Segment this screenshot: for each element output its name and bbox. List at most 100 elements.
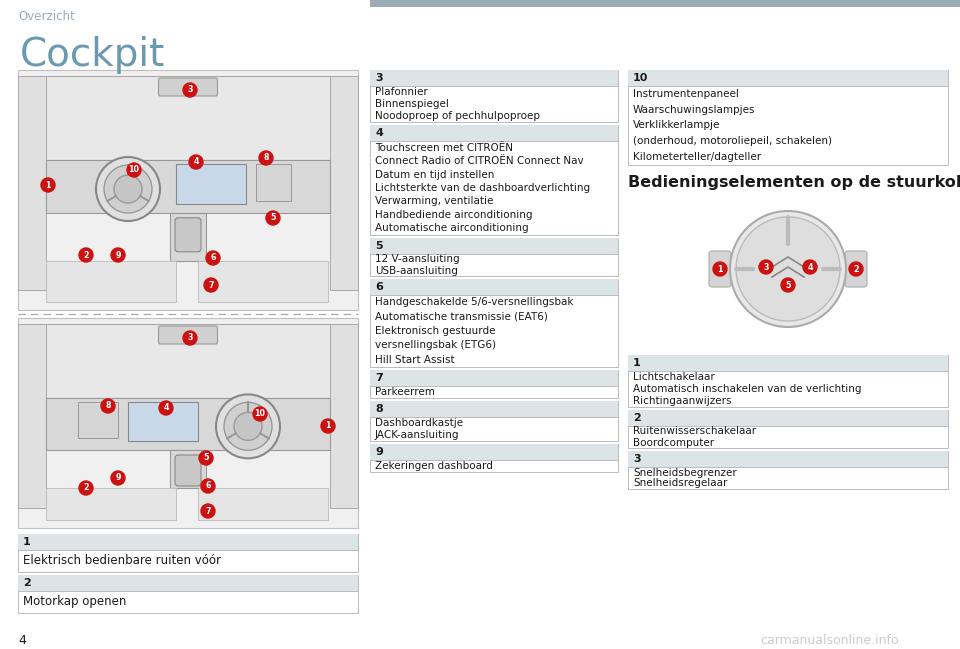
Text: 7: 7 xyxy=(208,280,214,289)
Circle shape xyxy=(259,151,273,165)
Text: 4: 4 xyxy=(163,404,169,413)
Text: 12 V-aansluiting: 12 V-aansluiting xyxy=(375,254,460,265)
FancyBboxPatch shape xyxy=(175,218,201,252)
Circle shape xyxy=(736,217,840,321)
Bar xyxy=(628,355,948,371)
Text: 2: 2 xyxy=(853,265,859,273)
FancyBboxPatch shape xyxy=(748,239,828,299)
Bar xyxy=(370,125,618,141)
Text: Motorkap openen: Motorkap openen xyxy=(23,596,127,609)
Text: 7: 7 xyxy=(205,506,211,515)
Circle shape xyxy=(216,395,280,458)
Text: Elektronisch gestuurde: Elektronisch gestuurde xyxy=(375,326,495,336)
Bar xyxy=(330,324,358,508)
Bar xyxy=(18,76,46,290)
Circle shape xyxy=(114,175,142,203)
Text: Snelheidsregelaar: Snelheidsregelaar xyxy=(633,478,728,489)
Circle shape xyxy=(253,407,267,421)
Bar xyxy=(18,575,358,591)
FancyBboxPatch shape xyxy=(158,78,218,96)
Circle shape xyxy=(206,251,220,265)
Bar xyxy=(370,444,618,472)
Bar xyxy=(370,444,618,460)
Text: 10: 10 xyxy=(633,73,648,83)
Text: 8: 8 xyxy=(375,404,383,414)
FancyBboxPatch shape xyxy=(175,455,201,486)
Text: Noodoproep of pechhulpoproep: Noodoproep of pechhulpoproep xyxy=(375,111,540,121)
Bar xyxy=(176,164,246,204)
Bar xyxy=(170,213,206,261)
Text: 6: 6 xyxy=(375,282,383,292)
Bar xyxy=(18,575,358,613)
Circle shape xyxy=(79,481,93,495)
Bar xyxy=(370,279,618,295)
Text: Boordcomputer: Boordcomputer xyxy=(633,437,714,448)
Bar xyxy=(18,534,358,572)
Bar xyxy=(370,70,618,86)
Bar xyxy=(370,70,618,122)
Text: Datum en tijd instellen: Datum en tijd instellen xyxy=(375,169,494,180)
Text: Kilometerteller/dagteller: Kilometerteller/dagteller xyxy=(633,152,761,162)
Text: 10: 10 xyxy=(129,165,139,175)
Bar xyxy=(18,318,358,528)
Text: carmanualsonline.info: carmanualsonline.info xyxy=(760,633,900,646)
Text: 6: 6 xyxy=(210,254,216,262)
Text: Automatische transmissie (EAT6): Automatische transmissie (EAT6) xyxy=(375,312,548,322)
Bar xyxy=(370,0,960,7)
Text: Dashboardkastje: Dashboardkastje xyxy=(375,418,463,428)
Bar xyxy=(18,70,358,310)
Bar xyxy=(18,324,46,508)
Text: 5: 5 xyxy=(271,214,276,223)
Circle shape xyxy=(79,248,93,262)
Circle shape xyxy=(189,155,203,169)
Text: 1: 1 xyxy=(717,265,723,273)
Text: Cockpit: Cockpit xyxy=(20,36,165,74)
Text: Ruitenwisserschakelaar: Ruitenwisserschakelaar xyxy=(633,426,756,437)
FancyBboxPatch shape xyxy=(709,251,731,287)
Circle shape xyxy=(41,178,55,192)
Text: 2: 2 xyxy=(633,413,640,423)
Text: Verwarming, ventilatie: Verwarming, ventilatie xyxy=(375,197,493,206)
Bar xyxy=(256,164,291,201)
Text: 10: 10 xyxy=(254,410,266,419)
Circle shape xyxy=(201,479,215,493)
Circle shape xyxy=(111,248,125,262)
Circle shape xyxy=(224,402,272,450)
Circle shape xyxy=(101,399,115,413)
Circle shape xyxy=(199,451,213,465)
Bar xyxy=(776,294,800,314)
Bar xyxy=(370,238,618,276)
Text: Binnenspiegel: Binnenspiegel xyxy=(375,99,449,109)
Text: Snelheidsbegrenzer: Snelheidsbegrenzer xyxy=(633,467,736,478)
Circle shape xyxy=(759,260,773,274)
Text: 4: 4 xyxy=(375,128,383,138)
Text: JACK-aansluiting: JACK-aansluiting xyxy=(375,430,460,440)
Text: Parkeerrem: Parkeerrem xyxy=(375,387,435,397)
Text: Elektrisch bedienbare ruiten vóór: Elektrisch bedienbare ruiten vóór xyxy=(23,554,221,567)
Text: 2: 2 xyxy=(23,578,31,588)
Bar xyxy=(24,324,352,397)
Bar xyxy=(370,370,618,386)
Text: 3: 3 xyxy=(633,454,640,464)
Bar xyxy=(198,261,328,302)
FancyBboxPatch shape xyxy=(158,326,218,344)
Text: 5: 5 xyxy=(204,454,208,463)
Text: Handbediende airconditioning: Handbediende airconditioning xyxy=(375,210,533,220)
Text: 9: 9 xyxy=(115,474,121,482)
Text: (onderhoud, motoroliepeil, schakelen): (onderhoud, motoroliepeil, schakelen) xyxy=(633,136,832,146)
Bar xyxy=(330,76,358,290)
Text: 7: 7 xyxy=(375,373,383,383)
Bar xyxy=(370,238,618,254)
Bar xyxy=(78,402,118,438)
Text: 4: 4 xyxy=(193,158,199,167)
Circle shape xyxy=(201,504,215,518)
Bar xyxy=(46,397,330,450)
Bar xyxy=(628,410,948,426)
Text: 1: 1 xyxy=(633,358,640,368)
Text: Lichtschakelaar: Lichtschakelaar xyxy=(633,372,715,382)
Text: Bedieningselementen op de stuurkolom: Bedieningselementen op de stuurkolom xyxy=(628,175,960,191)
Text: 2: 2 xyxy=(84,484,89,493)
Text: 4: 4 xyxy=(807,262,813,271)
Circle shape xyxy=(781,278,795,292)
Text: Richtingaanwijzers: Richtingaanwijzers xyxy=(633,396,732,406)
